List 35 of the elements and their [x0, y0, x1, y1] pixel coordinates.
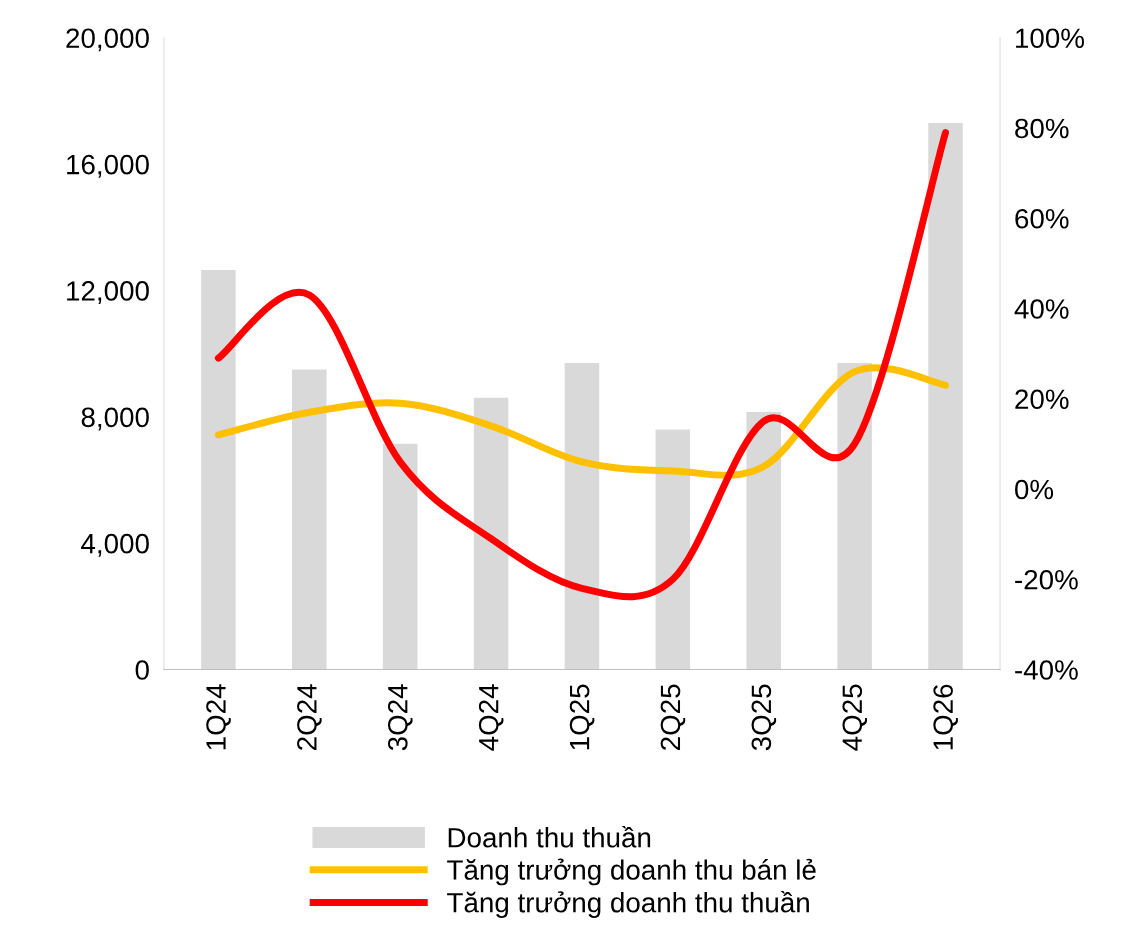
- x-tick-label: 1Q25: [569, 684, 595, 750]
- bar: [201, 269, 236, 670]
- y2-tick-label: 40%: [1014, 299, 1069, 319]
- y2-tick-label: 20%: [1015, 389, 1069, 410]
- bar: [292, 369, 327, 670]
- y-tick-label: 16,000: [67, 154, 149, 178]
- y2-tick-label: 80%: [1015, 118, 1069, 139]
- bar: [837, 363, 872, 670]
- x-tick-label: 2Q24: [297, 684, 322, 750]
- y-tick-label: 20,000: [66, 28, 149, 52]
- y2-tick-label: -20%: [1015, 569, 1078, 590]
- x-tick-label: 4Q25: [842, 684, 868, 751]
- x-tick-label: 3Q24: [387, 684, 413, 751]
- legend-label: Tăng trưởng doanh thu bán lẻ: [447, 858, 816, 886]
- y2-tick-label: -40%: [1015, 660, 1078, 680]
- y-tick-label: 4,000: [81, 533, 149, 557]
- bar: [746, 412, 781, 670]
- x-tick-label: 4Q24: [478, 684, 504, 751]
- y2-tick-label: 100%: [1016, 28, 1084, 49]
- x-tick-label: 2Q25: [660, 684, 686, 750]
- y-tick-label: 8,000: [81, 407, 149, 431]
- y-tick-label: 0: [135, 660, 149, 680]
- x-tick-label: 3Q25: [751, 684, 777, 751]
- y-tick-label: 12,000: [67, 281, 149, 305]
- bar: [655, 429, 691, 670]
- y2-tick-label: 60%: [1015, 208, 1069, 229]
- legend-label: Tăng trưởng doanh thu thuần: [447, 890, 809, 918]
- x-tick-label: 1Q26: [933, 684, 958, 750]
- y2-tick-label: 0%: [1015, 479, 1054, 500]
- bar: [382, 443, 418, 670]
- bar: [928, 123, 963, 670]
- bar: [473, 397, 509, 670]
- x-tick-label: 1Q24: [206, 684, 231, 750]
- legend-label: Doanh thu thuần: [448, 825, 651, 848]
- bar: [564, 363, 600, 670]
